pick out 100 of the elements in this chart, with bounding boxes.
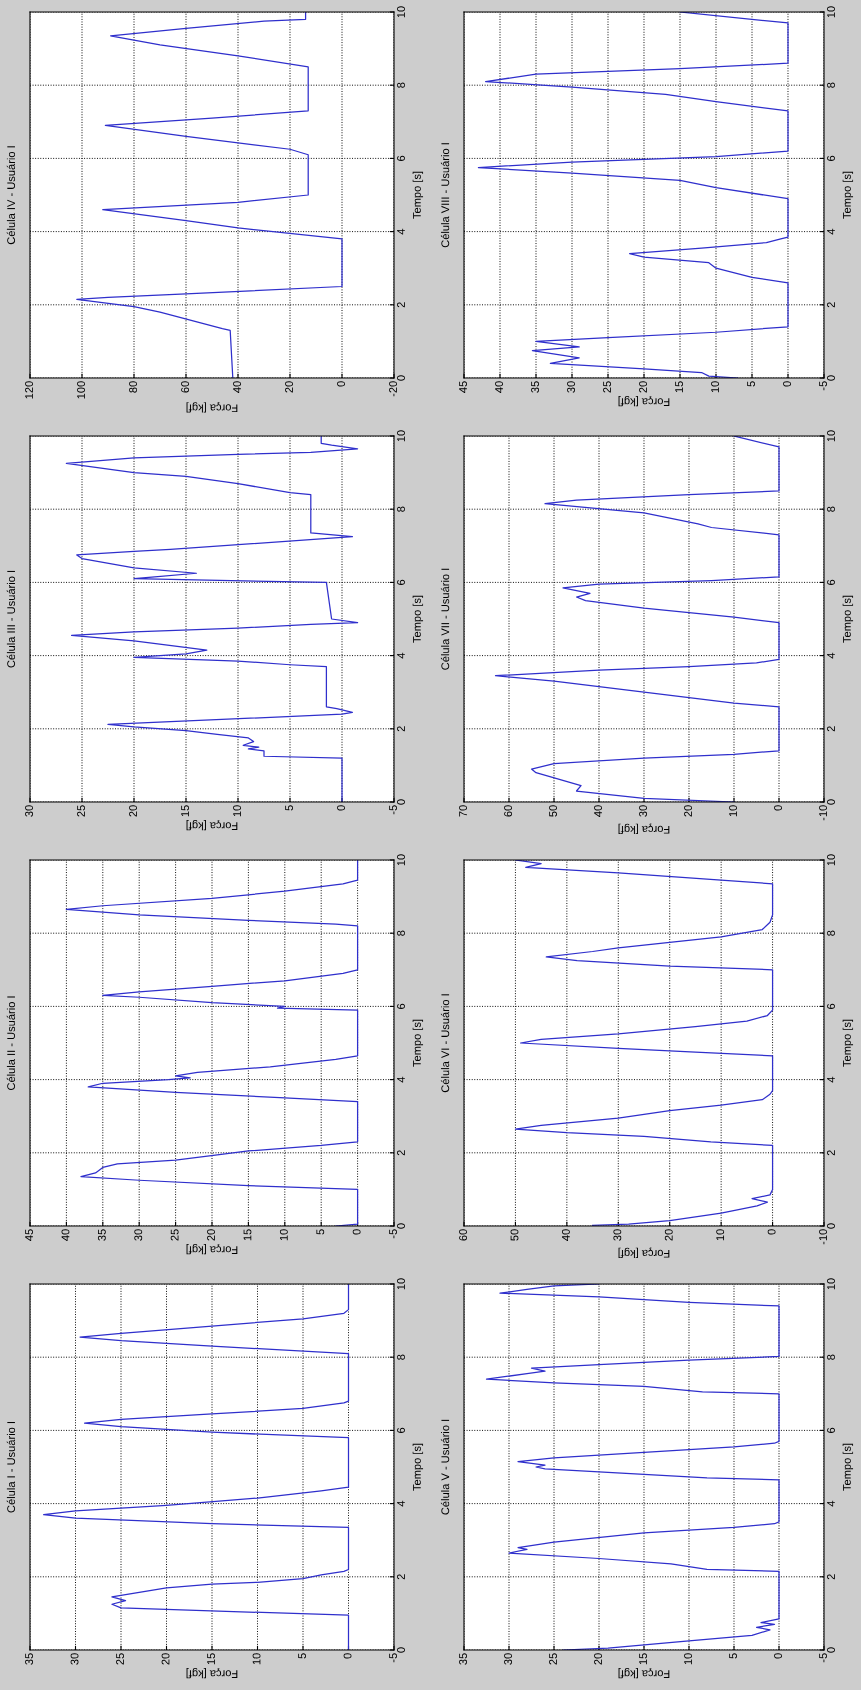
y-tick-label: 0 xyxy=(397,375,405,381)
x-tick-label: 30 xyxy=(504,1653,512,1665)
y-axis-title: Tempo [s] xyxy=(842,1019,854,1067)
y-tick-label: 0 xyxy=(827,799,835,805)
text: Célula III - Usuário I xyxy=(6,570,16,668)
text: Célula IV - Usuário I xyxy=(6,146,16,245)
x-tick-label: 20 xyxy=(207,1229,215,1241)
x-tick-label: 40 xyxy=(561,1229,570,1241)
x-tick-label: 30 xyxy=(613,1229,622,1241)
x-tick-label: 20 xyxy=(285,381,293,393)
x-tick-label: 50 xyxy=(549,805,557,817)
x-tick-label: 30 xyxy=(70,1653,79,1665)
y-tick-label: 8 xyxy=(827,930,835,936)
y-tick-label: 8 xyxy=(827,506,835,512)
x-tick-label: 10 xyxy=(729,805,737,817)
x-tick-label: 0 xyxy=(343,1653,352,1659)
x-tick-label: 10 xyxy=(711,381,719,393)
y-tick-label: 10 xyxy=(827,6,835,18)
y-tick-label: 4 xyxy=(397,228,405,235)
x-tick-label: 35 xyxy=(25,1653,33,1665)
y-axis-title: Tempo [s] xyxy=(842,171,854,219)
y-tick-label: 8 xyxy=(397,506,405,512)
x-tick-label: 5 xyxy=(298,1653,306,1659)
x-tick-label: 25 xyxy=(170,1229,179,1241)
x-axis-title: Força [kgf] xyxy=(618,823,670,835)
y-tick-label: 10 xyxy=(397,6,405,18)
x-tick-label: 35 xyxy=(459,1653,467,1665)
x-tick-label: 30 xyxy=(639,805,647,817)
y-tick-label: 4 xyxy=(397,1500,405,1507)
y-tick-label: 8 xyxy=(827,82,835,88)
x-tick-label: 30 xyxy=(25,805,33,817)
x-tick-label: 0 xyxy=(337,805,345,811)
y-tick-label: 2 xyxy=(397,1150,405,1156)
y-tick-label: 8 xyxy=(397,82,405,88)
x-tick-label: -5 xyxy=(819,1653,827,1663)
y-tick-label: 2 xyxy=(397,726,405,732)
y-tick-label: 8 xyxy=(397,930,405,936)
y-tick-label: 6 xyxy=(397,1427,405,1433)
x-tick-label: 0 xyxy=(352,1229,361,1235)
y-tick-label: 10 xyxy=(397,430,405,442)
x-tick-label: -5 xyxy=(389,1229,397,1239)
y-tick-label: 0 xyxy=(397,1223,405,1229)
x-tick-label: 30 xyxy=(567,381,575,393)
y-tick-label: 2 xyxy=(827,1150,835,1156)
y-axis-title: Tempo [s] xyxy=(842,1443,854,1491)
y-axis-title: Tempo [s] xyxy=(842,595,854,643)
text: Célula VII - Usuário I xyxy=(440,568,450,670)
x-tick-label: 100 xyxy=(77,381,85,399)
x-tick-label: 0 xyxy=(783,381,791,387)
text: Célula VIII - Usuário I xyxy=(440,143,450,248)
x-tick-label: -20 xyxy=(389,381,397,397)
y-tick-label: 6 xyxy=(397,579,405,585)
x-tick-label: 0 xyxy=(774,805,782,811)
x-tick-label: 25 xyxy=(549,1653,557,1665)
y-tick-label: 4 xyxy=(827,1076,835,1083)
x-tick-label: 45 xyxy=(25,1229,33,1241)
x-tick-label: 20 xyxy=(664,1229,673,1241)
y-tick-label: 10 xyxy=(397,854,405,866)
y-tick-label: 10 xyxy=(827,430,835,442)
x-tick-label: 60 xyxy=(181,381,189,393)
x-tick-label: 20 xyxy=(639,381,647,393)
x-axis-title: Força [kgf] xyxy=(186,1243,238,1255)
x-tick-label: 40 xyxy=(233,381,241,393)
y-tick-label: 2 xyxy=(397,302,405,308)
y-tick-label: 8 xyxy=(827,1354,835,1360)
x-axis-title: Força [kgf] xyxy=(186,402,238,413)
text: Célula VI - Usuário I xyxy=(440,994,450,1093)
x-tick-label: -10 xyxy=(819,1229,827,1245)
x-tick-label: 45 xyxy=(459,381,467,393)
x-tick-label: 20 xyxy=(129,805,137,817)
x-tick-label: 10 xyxy=(684,1653,692,1665)
x-tick-label: 120 xyxy=(25,381,33,399)
x-axis-title: Força [kgf] xyxy=(618,1247,670,1259)
y-tick-label: 10 xyxy=(827,854,835,866)
x-axis-title: Força [kgf] xyxy=(186,819,238,831)
x-tick-label: 15 xyxy=(181,805,189,817)
x-tick-label: 20 xyxy=(594,1653,602,1665)
x-tick-label: 25 xyxy=(603,381,611,393)
y-tick-label: 10 xyxy=(827,1278,835,1290)
x-tick-label: 35 xyxy=(531,381,539,393)
x-tick-label: 0 xyxy=(337,381,345,387)
y-tick-label: 10 xyxy=(397,1278,405,1290)
x-tick-label: 5 xyxy=(729,1653,737,1659)
y-tick-label: 0 xyxy=(397,799,405,805)
x-tick-label: 40 xyxy=(495,381,503,393)
x-tick-label: 10 xyxy=(279,1229,288,1241)
x-tick-label: -10 xyxy=(819,805,827,821)
x-tick-label: -5 xyxy=(819,381,827,391)
x-tick-label: 70 xyxy=(459,805,467,817)
y-tick-label: 2 xyxy=(827,726,835,732)
x-tick-label: 40 xyxy=(61,1229,70,1241)
y-tick-label: 6 xyxy=(827,579,835,585)
x-tick-label: 15 xyxy=(207,1653,215,1665)
y-tick-label: 0 xyxy=(827,1223,835,1229)
x-tick-label: -5 xyxy=(389,805,397,815)
y-tick-label: 0 xyxy=(827,1647,835,1653)
text: Célula V - Usuário I xyxy=(440,1419,450,1515)
x-tick-label: 25 xyxy=(116,1653,124,1665)
y-tick-label: 8 xyxy=(397,1354,405,1360)
y-axis-title: Tempo [s] xyxy=(412,1443,424,1491)
